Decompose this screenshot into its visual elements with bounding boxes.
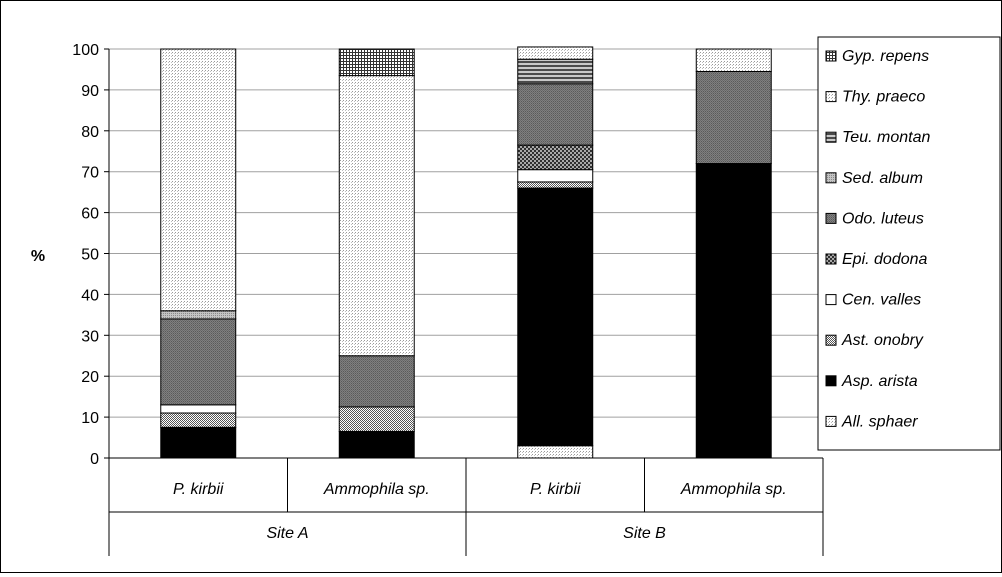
- legend-label: Gyp. repens: [842, 48, 929, 65]
- bar-segment: [517, 46, 594, 60]
- y-tick-label: 40: [81, 287, 99, 304]
- legend-label: Sed. album: [842, 170, 923, 187]
- bars: [160, 46, 772, 459]
- legend-box: [817, 36, 1001, 451]
- y-tick-label: 90: [81, 83, 99, 100]
- axes: 0 10 20 30 40 50 60 70 80 90 100 P. kirbii Ammophila…: [72, 42, 824, 556]
- legend-label: Ast. onobry: [841, 332, 924, 349]
- bar-segment: [517, 58, 594, 85]
- bar-segment: [517, 445, 594, 459]
- y-tick-label: 20: [81, 369, 99, 386]
- bar-segment: [517, 181, 594, 189]
- bar-segment: [695, 163, 772, 459]
- legend-swatch: [825, 91, 837, 103]
- legend: Gyp. repens Thy. praeco Teu. montan Sed. al…: [817, 36, 1001, 451]
- bar-segment: [160, 412, 237, 428]
- legend-swatch: [825, 334, 837, 346]
- legend-swatch: [825, 375, 837, 387]
- legend-swatch: [825, 131, 837, 143]
- bar-segment: [160, 318, 237, 406]
- legend-swatch: [825, 253, 837, 265]
- y-tick-label: 80: [81, 124, 99, 141]
- bar-segment: [695, 70, 772, 165]
- legend-label: All. sphaer: [841, 413, 918, 430]
- x-group-label: Site B: [623, 525, 666, 542]
- bar-segment: [338, 75, 415, 357]
- legend-label: Epi. dodona: [842, 251, 928, 268]
- bar-segment: [160, 310, 237, 320]
- bar-segment: [517, 169, 594, 183]
- x-category-label: Ammophila sp.: [680, 481, 787, 498]
- bar-segment: [160, 404, 237, 414]
- y-axis-label: %: [31, 248, 45, 265]
- bar-segment: [517, 144, 594, 171]
- legend-swatch: [825, 172, 837, 184]
- x-category-label: P. kirbii: [173, 481, 224, 498]
- y-tick-label: 100: [72, 42, 99, 59]
- y-tick-label: 50: [81, 247, 99, 264]
- bar-segment: [338, 48, 415, 77]
- y-tick-label: 70: [81, 165, 99, 182]
- legend-label: Asp. arista: [841, 373, 918, 390]
- bar-segment: [517, 187, 594, 447]
- legend-swatch: [825, 294, 837, 306]
- y-tick-label: 30: [81, 328, 99, 345]
- legend-label: Cen. valles: [842, 292, 921, 309]
- bar-segment: [338, 406, 415, 432]
- bar-segment: [160, 48, 237, 312]
- legend-swatch: [825, 212, 837, 224]
- bar-segment: [338, 430, 415, 459]
- legend-label: Teu. montan: [842, 129, 930, 146]
- bar-segment: [517, 83, 594, 146]
- legend-swatch: [825, 415, 837, 427]
- bar-segment: [695, 48, 772, 72]
- x-group-label: Site A: [266, 525, 308, 542]
- x-category-label: Ammophila sp.: [323, 481, 430, 498]
- x-category-label: P. kirbii: [530, 481, 581, 498]
- y-tick-label: 10: [81, 410, 99, 427]
- legend-label: Odo. luteus: [842, 210, 924, 227]
- bar-segment: [160, 426, 237, 459]
- legend-swatch: [825, 50, 837, 62]
- legend-label: Thy. praeco: [842, 89, 925, 106]
- bar-segment: [338, 355, 415, 408]
- y-tick-label: 0: [90, 451, 99, 468]
- y-tick-label: 60: [81, 206, 99, 223]
